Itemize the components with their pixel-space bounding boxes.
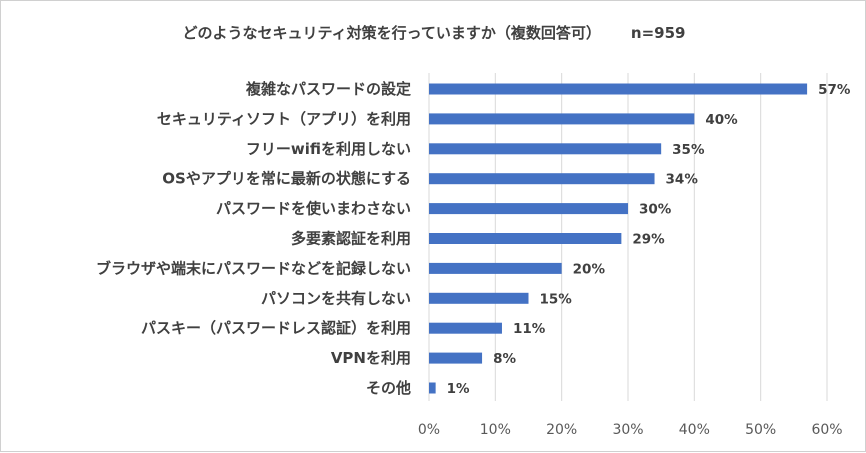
value-label: 11% xyxy=(513,321,546,337)
category-label: パスキー（パスワードレス認証）を利用 xyxy=(141,319,411,337)
chart-title: どのようなセキュリティ対策を行っていますか（複数回答可） n=959 xyxy=(183,24,686,42)
x-tick-label: 30% xyxy=(612,422,643,438)
category-label: OSやアプリを常に最新の状態にする xyxy=(162,170,411,188)
bar xyxy=(429,262,562,274)
bars xyxy=(429,83,808,394)
x-tick-label: 10% xyxy=(480,422,511,438)
bar xyxy=(429,113,695,125)
value-label: 15% xyxy=(540,291,573,307)
value-label: 29% xyxy=(632,232,665,248)
x-axis-ticks: 0% 10% 20% 30% 40% 50% 60% xyxy=(418,422,843,438)
bar xyxy=(429,352,483,364)
bar xyxy=(429,173,655,185)
category-labels: 複雑なパスワードの設定セキュリティソフト（アプリ）を利用フリーwifiを利用しな… xyxy=(96,80,411,397)
value-label: 34% xyxy=(666,172,699,188)
value-label: 1% xyxy=(447,381,470,397)
value-label: 35% xyxy=(672,142,705,158)
category-label: VPNを利用 xyxy=(331,349,411,367)
x-tick-label: 20% xyxy=(546,422,577,438)
x-tick-label: 0% xyxy=(418,422,440,438)
sample-size: n=959 xyxy=(631,24,686,42)
category-label: ブラウザや端末にパスワードなどを記録しない xyxy=(96,259,411,277)
bar xyxy=(429,382,436,394)
value-label: 30% xyxy=(639,202,672,218)
x-tick-label: 60% xyxy=(811,422,842,438)
category-label: パソコンを共有しない xyxy=(261,289,411,307)
value-labels: 57% 40%35% 34% 30% 29% 20%15% 11% 8% 1% xyxy=(447,82,851,397)
value-label: 20% xyxy=(573,261,606,277)
category-label: その他 xyxy=(366,379,411,397)
value-label: 8% xyxy=(493,351,516,367)
category-label: フリーwifiを利用しない xyxy=(246,140,411,158)
bar xyxy=(429,83,808,95)
category-label: パスワードを使いまわさない xyxy=(216,200,411,218)
bar xyxy=(429,233,622,244)
category-label: セキュリティソフト（アプリ）を利用 xyxy=(157,110,411,128)
value-label: 57% xyxy=(818,82,851,98)
category-label: 多要素認証を利用 xyxy=(291,230,411,248)
x-tick-label: 40% xyxy=(679,422,710,438)
value-label: 40% xyxy=(705,112,738,128)
bar xyxy=(429,292,529,304)
bar xyxy=(429,143,662,155)
chart-title-text: どのようなセキュリティ対策を行っていますか（複数回答可） xyxy=(183,24,601,42)
x-tick-label: 50% xyxy=(745,422,776,438)
bar xyxy=(429,203,628,215)
bar xyxy=(429,322,502,334)
category-label: 複雑なパスワードの設定 xyxy=(245,80,411,98)
